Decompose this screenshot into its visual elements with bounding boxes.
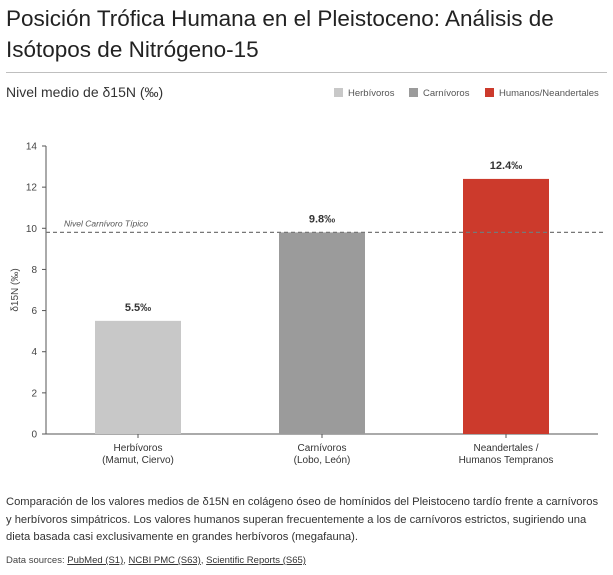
y-tick-label: 14 xyxy=(26,142,38,153)
source-link-pubmed[interactable]: PubMed (S1) xyxy=(67,555,124,566)
data-sources: Data sources: PubMed (S1), NCBI PMC (S63… xyxy=(6,555,306,566)
y-tick-label: 6 xyxy=(31,306,37,317)
bar-chart: 0 2 4 6 8 10 12 14 δ15N (‰) 5.5‰ Herbívoros(Mamut,… xyxy=(10,142,604,466)
sources-prefix: Data sources: xyxy=(6,555,65,566)
x-tick-label: Herbívoros xyxy=(114,443,163,454)
legend-swatch xyxy=(409,88,418,97)
legend-item-carnivoros: Carnívoros xyxy=(409,88,469,99)
x-tick-label: Neandertales / xyxy=(473,443,538,454)
y-axis-label: δ15N (‰) xyxy=(10,268,21,311)
y-tick-label: 0 xyxy=(31,430,37,441)
legend-swatch xyxy=(485,88,494,97)
bar-value-label: 9.8‰ xyxy=(309,213,335,225)
bar-value-label: 12.4‰ xyxy=(490,160,522,172)
chart-title: Posición Trófica Humana en el Pleistocen… xyxy=(6,6,554,62)
chart-subtitle: Nivel medio de δ15N (‰) xyxy=(6,84,164,100)
reference-line-label: Nivel Carnívoro Típico xyxy=(64,218,148,228)
y-tick-label: 10 xyxy=(26,224,38,235)
x-tick-label: Carnívoros xyxy=(298,443,347,454)
x-tick-label: (Mamut, Ciervo) xyxy=(102,455,174,466)
title-divider xyxy=(6,72,607,73)
x-tick-label: Humanos Tempranos xyxy=(459,455,554,466)
bar-value-label: 5.5‰ xyxy=(125,302,151,314)
legend-label: Humanos/Neandertales xyxy=(499,88,599,99)
y-tick-label: 2 xyxy=(31,388,37,399)
y-tick-label: 8 xyxy=(31,265,37,276)
bar xyxy=(279,232,365,434)
source-link-ncbi-pmc[interactable]: NCBI PMC (S63) xyxy=(128,555,201,566)
legend-item-herbivoros: Herbívoros xyxy=(334,88,394,99)
bar xyxy=(463,178,549,434)
legend-label: Herbívoros xyxy=(348,88,395,99)
y-tick-label: 4 xyxy=(31,347,37,358)
x-tick-label: (Lobo, León) xyxy=(294,455,351,466)
legend-label: Carnívoros xyxy=(423,88,470,99)
legend-swatch xyxy=(334,88,343,97)
chart-description: Comparación de los valores medios de δ15… xyxy=(6,496,599,543)
legend-item-humanos: Humanos/Neandertales xyxy=(485,88,599,99)
bar xyxy=(95,320,181,434)
y-tick-label: 12 xyxy=(26,183,38,194)
source-link-scientific-reports[interactable]: Scientific Reports (S65) xyxy=(206,555,306,566)
